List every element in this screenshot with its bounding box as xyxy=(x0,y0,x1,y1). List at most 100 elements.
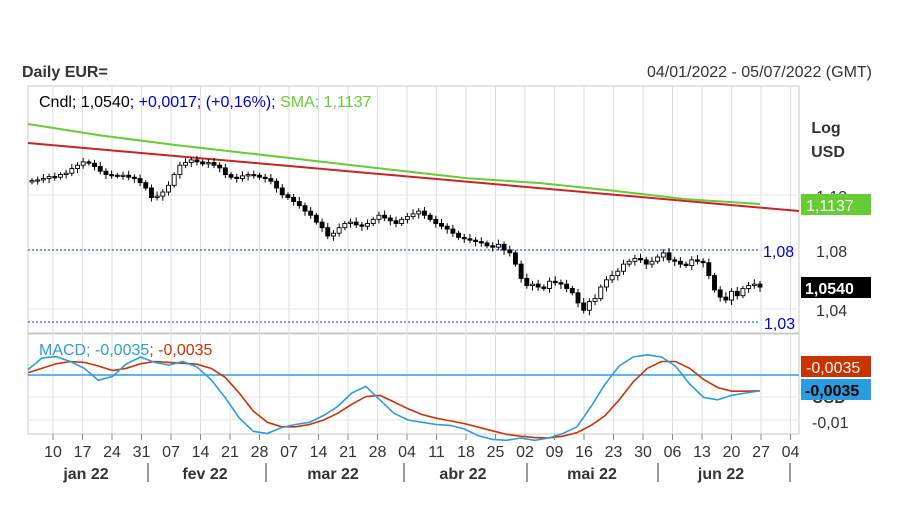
candle-body xyxy=(222,167,228,176)
candle-body xyxy=(433,218,439,224)
candle-body xyxy=(450,228,456,234)
y-tick-label: 1,04 xyxy=(816,303,847,320)
candle-body xyxy=(313,214,319,223)
x-tick-label: 24 xyxy=(103,444,121,461)
candle-body xyxy=(439,223,444,227)
candle-body xyxy=(723,296,729,301)
candle-body xyxy=(564,283,570,289)
candle-body xyxy=(609,275,615,281)
candle-body xyxy=(547,280,553,289)
candle-body xyxy=(484,242,490,247)
candle-body xyxy=(109,174,115,177)
legend-sep: ; xyxy=(197,94,206,111)
x-tick-label: 06 xyxy=(664,444,682,461)
candle-body xyxy=(626,260,632,265)
candle-body xyxy=(700,260,706,264)
candle-body xyxy=(126,174,132,178)
candle-body xyxy=(75,164,80,169)
candle-body xyxy=(603,279,609,288)
candle-body xyxy=(382,214,388,219)
candle-body xyxy=(245,174,251,177)
candle-body xyxy=(86,161,92,164)
candle-body xyxy=(569,288,575,294)
month-label: jun 22 xyxy=(697,466,744,483)
legend-sep: ; xyxy=(72,94,81,111)
candle-body xyxy=(353,221,359,226)
x-axis-months: jan 22 fev 22 mar 22 abr 22 mai 22 jun 22 xyxy=(62,463,791,483)
candle-body xyxy=(166,184,171,193)
candle-body xyxy=(473,239,479,243)
candle-body xyxy=(239,175,245,180)
signal-line xyxy=(27,360,761,439)
candle-body xyxy=(40,178,46,181)
candle-body xyxy=(530,283,535,287)
candle-body xyxy=(365,223,371,227)
month-label: abr 22 xyxy=(439,466,486,483)
price-value-badge xyxy=(801,277,871,298)
candle-body xyxy=(757,283,763,288)
candle-body xyxy=(490,245,496,248)
candle-body xyxy=(643,259,649,265)
candle-body xyxy=(666,252,672,261)
candle-body xyxy=(148,187,154,198)
candle-body xyxy=(80,161,86,166)
x-axis-ticks: 10 17 24 31 07 14 21 28 07 14 21 28 04 11 18 25 02 09 16 23… xyxy=(44,434,800,461)
candle-body xyxy=(257,174,262,178)
legend-sma-value: 1,1137 xyxy=(324,94,372,111)
candle-body xyxy=(274,180,280,189)
candle-body xyxy=(251,174,257,177)
x-tick-label: 13 xyxy=(693,444,711,461)
candle-body xyxy=(478,241,484,244)
candle-body xyxy=(291,197,297,203)
legend-sep: ; xyxy=(130,94,139,111)
candle-body xyxy=(575,292,581,304)
macd-value-badge xyxy=(801,379,871,400)
candle-body xyxy=(393,220,399,224)
sma-line xyxy=(27,123,761,205)
candle-body xyxy=(46,176,52,180)
candle-body xyxy=(205,162,211,165)
x-tick-label: 28 xyxy=(369,444,387,461)
candle-body xyxy=(319,221,325,229)
candle-body xyxy=(456,232,462,238)
candle-body xyxy=(677,260,683,265)
candle-body xyxy=(416,210,422,215)
candle-body xyxy=(524,277,530,287)
candle-body xyxy=(689,259,695,266)
candle-body xyxy=(751,283,757,287)
candle-body xyxy=(495,243,501,248)
candle-body xyxy=(177,164,183,176)
candle-body xyxy=(712,275,717,291)
candle-body xyxy=(404,216,410,220)
candle-body xyxy=(598,286,604,300)
candle-body xyxy=(535,283,541,288)
legend-sma-name: SMA xyxy=(280,94,315,111)
candle-body xyxy=(359,224,365,227)
trend-line xyxy=(27,142,800,212)
legend-sep: ; xyxy=(271,94,280,111)
candles-group xyxy=(29,155,763,316)
level-label-103: 1,03 xyxy=(764,316,795,333)
legend-change-pct: (+0,16%) xyxy=(206,94,271,111)
candle-body xyxy=(581,302,587,311)
unit-label: USD xyxy=(811,144,845,161)
candle-body xyxy=(746,285,752,289)
x-tick-label: 16 xyxy=(575,444,593,461)
candle-body xyxy=(729,290,735,301)
x-tick-label: 25 xyxy=(487,444,505,461)
candle-body xyxy=(541,286,547,289)
x-tick-label: 11 xyxy=(428,444,445,461)
legend-sep: ; xyxy=(315,94,324,111)
x-tick-label: 17 xyxy=(74,444,92,461)
macd-legend-value2: -0,0035 xyxy=(158,342,212,359)
candle-body xyxy=(268,178,274,182)
candle-body xyxy=(302,205,308,212)
x-tick-label: 23 xyxy=(605,444,623,461)
candle-body xyxy=(285,194,291,198)
candle-body xyxy=(92,162,98,167)
candle-body xyxy=(171,174,177,186)
candle-body xyxy=(740,288,746,297)
candle-body xyxy=(348,221,353,224)
candle-body xyxy=(35,179,41,182)
